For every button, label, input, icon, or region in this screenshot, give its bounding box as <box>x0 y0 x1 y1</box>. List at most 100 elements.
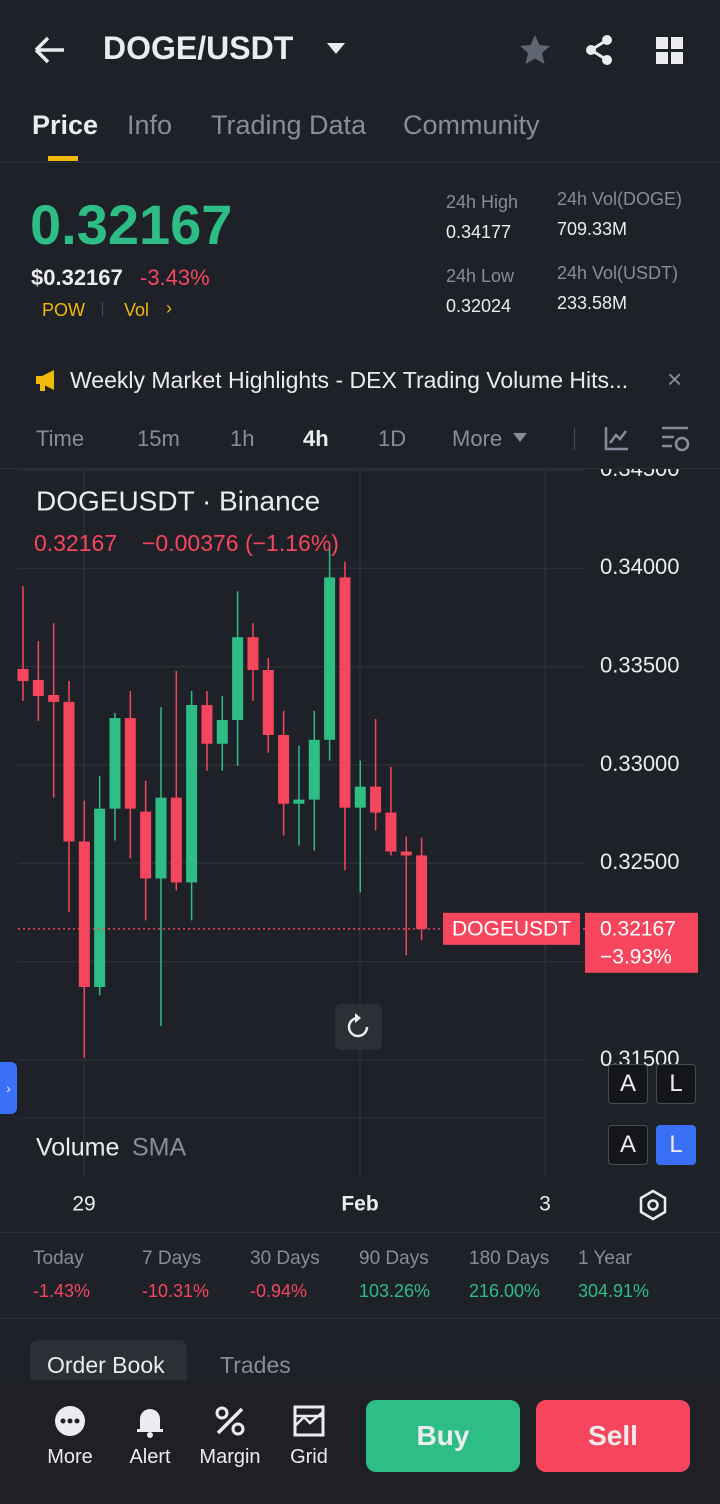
tab[interactable]: Trading Data <box>211 110 367 140</box>
nav-label[interactable]: Margin <box>199 1446 261 1468</box>
pair-title[interactable]: DOGE/USDT <box>103 30 294 66</box>
candle-body <box>78 841 90 988</box>
settings-icon[interactable] <box>660 425 692 453</box>
tab[interactable]: Price <box>32 110 99 140</box>
candle-body <box>109 717 121 809</box>
interval[interactable]: 1h <box>230 426 255 451</box>
share-icon[interactable] <box>582 33 616 67</box>
banner-text[interactable]: Weekly Market Highlights - DEX Trading V… <box>70 367 629 393</box>
stat-label: 24h Vol(USDT) <box>557 263 679 283</box>
period-change: -10.31% <box>142 1281 210 1301</box>
nav-icon[interactable] <box>133 1404 167 1438</box>
indicator-icon[interactable] <box>604 425 630 451</box>
price-change: -3.43% <box>140 265 210 290</box>
chart-settings-icon[interactable] <box>636 1188 670 1222</box>
candle-body <box>400 851 412 856</box>
auto-scale-button[interactable]: A <box>608 1125 648 1165</box>
x-tick-label: Feb <box>341 1193 378 1216</box>
book-tab[interactable]: Order Book <box>47 1352 165 1378</box>
candle-body <box>216 719 228 744</box>
candle-body <box>385 812 397 852</box>
buy-button[interactable]: Buy <box>366 1400 520 1472</box>
divider <box>0 1318 720 1319</box>
nav-label[interactable]: Alert <box>129 1446 171 1468</box>
period-label: 180 Days <box>469 1248 550 1269</box>
interval[interactable]: More <box>452 426 503 451</box>
stat-label: 24h High <box>446 192 519 212</box>
period-change: -0.94% <box>250 1281 308 1301</box>
period-change: 103.26% <box>359 1281 431 1301</box>
legend-price: 0.32167 <box>34 530 117 556</box>
candle-body <box>324 577 336 740</box>
star-icon[interactable] <box>518 33 552 67</box>
reset-button[interactable] <box>335 1004 382 1050</box>
volume-sma: SMA <box>132 1134 187 1162</box>
price-badge-label: DOGEUSDT <box>452 917 571 940</box>
price-box-value: 0.32167 <box>600 917 676 940</box>
candle-body <box>17 669 29 682</box>
divider <box>0 1232 720 1233</box>
candle-body <box>201 705 213 744</box>
close-banner[interactable]: × <box>667 364 683 394</box>
candle-body <box>186 705 198 883</box>
candle-body <box>370 786 382 813</box>
stat-label: 24h Vol(DOGE) <box>557 189 683 209</box>
book-tab[interactable]: Trades <box>220 1352 291 1378</box>
auto-scale-button[interactable]: A <box>608 1064 648 1104</box>
tab[interactable]: Info <box>127 110 173 140</box>
nav-icon[interactable] <box>53 1404 87 1438</box>
x-tick-label: 29 <box>72 1193 95 1216</box>
chart: 0.345000.340000.335000.330000.325000.320… <box>0 469 720 1216</box>
stat-value: 0.34177 <box>446 222 512 242</box>
y-tick-label: 0.34500 <box>600 469 680 481</box>
interval[interactable]: 4h <box>303 426 329 451</box>
nav-label[interactable]: More <box>47 1446 93 1468</box>
back-button[interactable] <box>32 34 68 66</box>
separator <box>102 302 103 316</box>
nav-icon[interactable] <box>213 1404 247 1438</box>
interval[interactable]: 1D <box>378 426 407 451</box>
stat-value: 0.32024 <box>446 296 512 316</box>
interval[interactable]: Time <box>36 426 85 451</box>
tag[interactable]: Vol <box>124 300 150 320</box>
nav-icon[interactable] <box>292 1404 326 1438</box>
candle-body <box>140 811 152 879</box>
interval[interactable]: 15m <box>137 426 180 451</box>
y-tick-label: 0.34000 <box>600 554 680 579</box>
divider <box>0 162 720 163</box>
y-tick-label: 0.32500 <box>600 849 680 874</box>
candle-body <box>124 717 136 809</box>
candle-body <box>63 701 75 842</box>
legend-change: −0.00376 (−1.16%) <box>142 530 339 556</box>
banner-icon <box>36 370 54 391</box>
x-tick-label: 3 <box>539 1193 551 1216</box>
last-price: 0.32167 <box>30 193 233 256</box>
candle-body <box>232 637 244 720</box>
dropdown-icon[interactable] <box>326 42 346 56</box>
y-tick-label: 0.33500 <box>600 652 680 677</box>
chevron[interactable]: › <box>166 298 172 318</box>
period-change: 304.91% <box>578 1281 650 1301</box>
stat-value: 233.58M <box>557 293 628 313</box>
sell-button[interactable]: Sell <box>536 1400 690 1472</box>
tab[interactable]: Community <box>403 110 540 140</box>
period-label: 1 Year <box>578 1248 632 1269</box>
y-tick-label: 0.33000 <box>600 751 680 776</box>
period-label: 90 Days <box>359 1248 429 1269</box>
layout-icon[interactable] <box>655 36 685 66</box>
nav-label[interactable]: Grid <box>290 1446 328 1468</box>
log-scale-button[interactable]: L <box>656 1125 696 1165</box>
dropdown-icon[interactable] <box>512 432 528 444</box>
tag[interactable]: POW <box>42 300 85 320</box>
log-scale-button[interactable]: L <box>656 1064 696 1104</box>
candle-body <box>308 739 320 800</box>
drawer-handle[interactable]: › <box>0 1062 17 1114</box>
candle-body <box>354 786 366 808</box>
candle-body <box>339 577 351 808</box>
candle-body <box>94 808 106 988</box>
divider <box>0 468 720 469</box>
candle-body <box>155 797 167 879</box>
period-label: 7 Days <box>142 1248 202 1269</box>
period-change: -1.43% <box>33 1281 91 1301</box>
